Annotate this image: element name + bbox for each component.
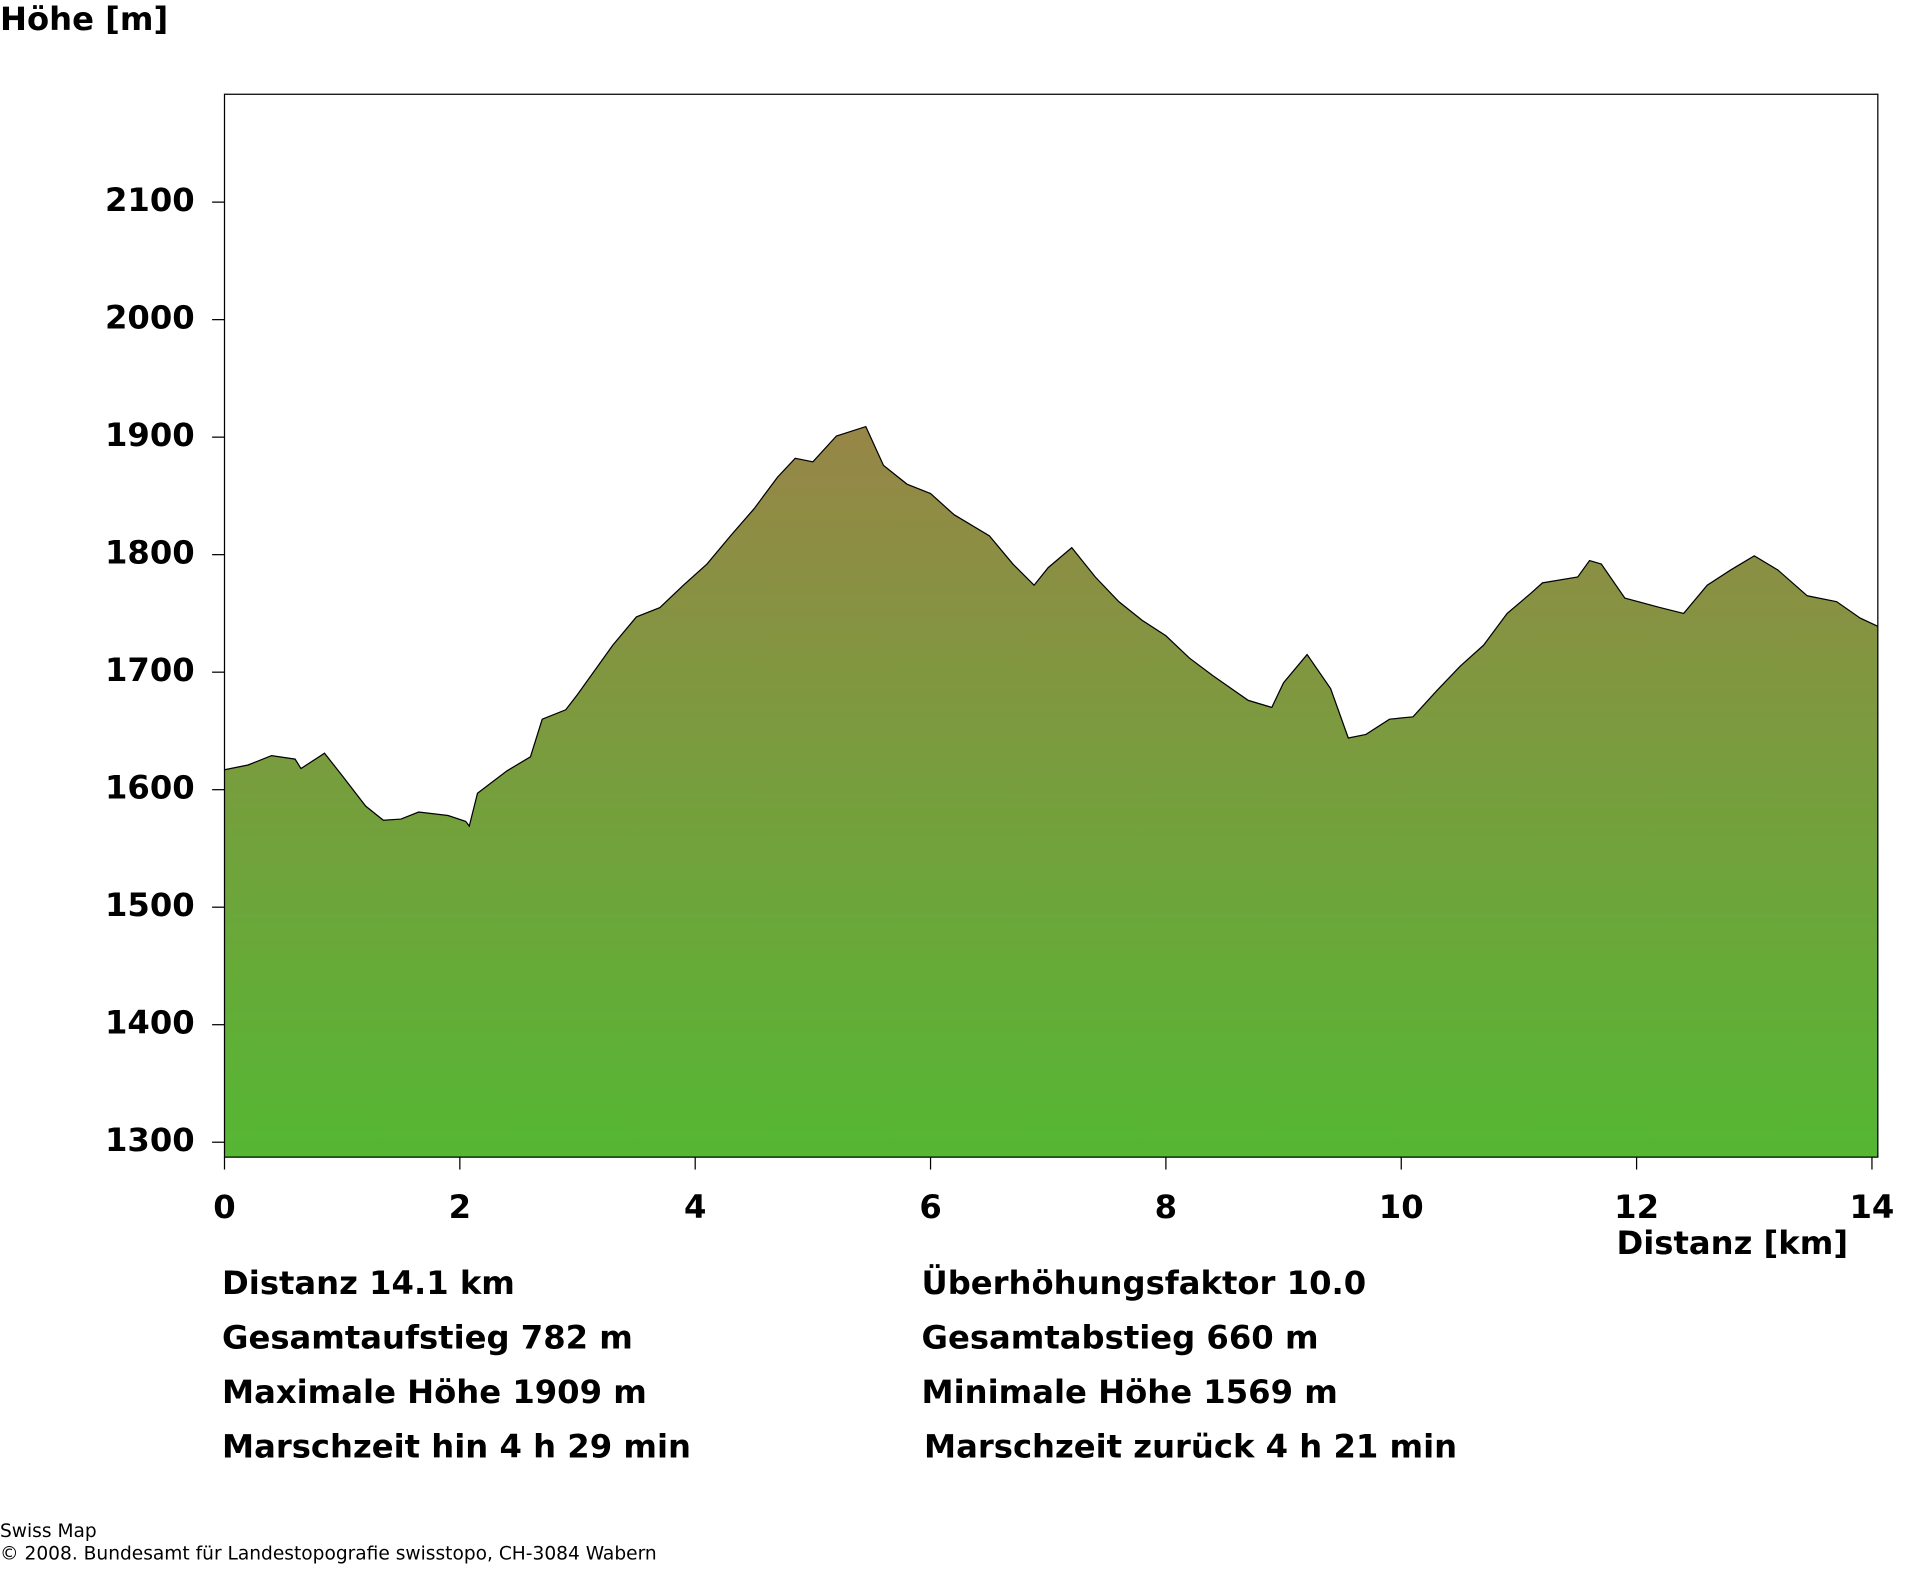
y-axis-label: Höhe [m] — [0, 0, 168, 38]
stat: Maximale Höhe 1909 m — [222, 1373, 647, 1411]
x-tick-label: 8 — [1155, 1188, 1177, 1226]
elevation-line — [224, 425, 1879, 828]
y-tick-label: 1300 — [105, 1121, 195, 1159]
stat: Marschzeit zurück 4 h 21 min — [924, 1428, 1457, 1466]
stat: Gesamtabstieg 660 m — [922, 1318, 1319, 1356]
stat: Distanz 14.1 km — [222, 1264, 515, 1302]
stat: Minimale Höhe 1569 m — [922, 1373, 1338, 1411]
y-tick-label: 1700 — [105, 651, 195, 689]
x-tick-label: 14 — [1850, 1188, 1895, 1226]
x-tick-label: 12 — [1614, 1188, 1659, 1226]
stat: Überhöhungsfaktor 10.0 — [922, 1264, 1367, 1302]
footer-line: © 2008. Bundesamt für Landestopografie s… — [0, 1544, 657, 1565]
stat: Gesamtaufstieg 782 m — [222, 1318, 633, 1356]
stat: Marschzeit hin 4 h 29 min — [222, 1428, 691, 1466]
x-tick-label: 0 — [213, 1188, 235, 1226]
y-tick-label: 1900 — [105, 416, 195, 454]
y-tick-label: 1600 — [105, 769, 195, 807]
x-tick-label: 2 — [449, 1188, 471, 1226]
x-axis-label: Distanz [km] — [1616, 1224, 1848, 1262]
y-tick-label: 2100 — [105, 181, 195, 219]
y-tick-label: 1500 — [105, 886, 195, 924]
y-tick-label: 2000 — [105, 299, 195, 337]
y-tick-label: 1800 — [105, 534, 195, 572]
y-tick-label: 1400 — [105, 1004, 195, 1042]
x-tick-label: 10 — [1379, 1188, 1424, 1226]
elevation-area — [224, 426, 1878, 1158]
x-tick-label: 6 — [919, 1188, 941, 1226]
x-tick-label: 4 — [684, 1188, 706, 1226]
footer-line: Swiss Map — [0, 1521, 97, 1542]
plot-frame — [223, 93, 1879, 1158]
